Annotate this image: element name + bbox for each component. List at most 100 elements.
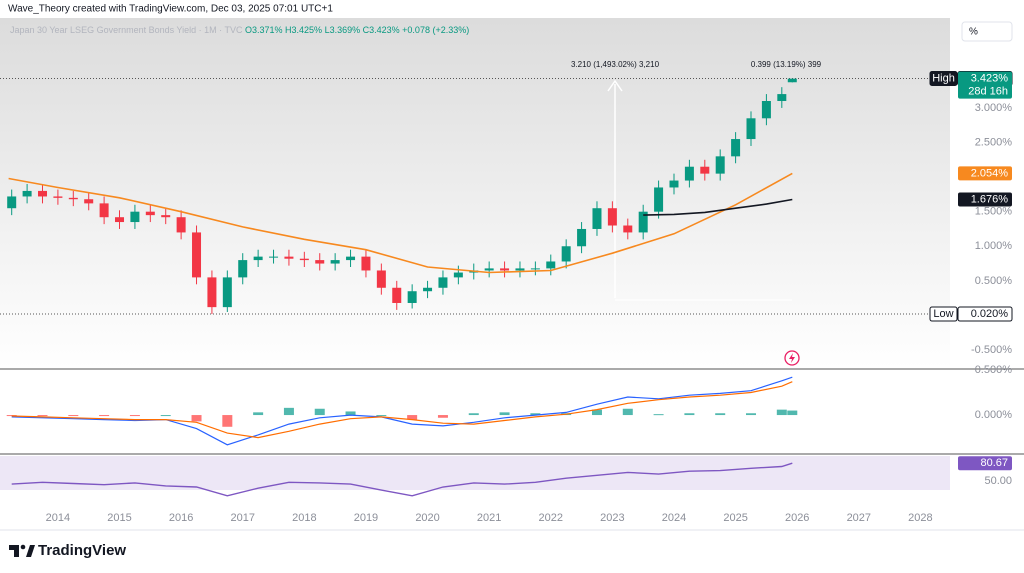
y-tick-label: 50.00 (984, 475, 1012, 487)
candle-body (515, 268, 525, 271)
candle-body (84, 199, 94, 204)
logo-shape (26, 545, 35, 557)
level-tag-box (929, 71, 958, 87)
candle-body (654, 187, 664, 212)
measure-label: 0.399 (13.19%) 399 (751, 60, 822, 69)
candle-body (299, 258, 309, 261)
histogram-bar (345, 411, 356, 416)
candle-body (376, 270, 386, 288)
histogram-bar (407, 415, 418, 420)
candle-body (161, 215, 171, 218)
candle-body (592, 208, 602, 229)
histogram-bar (376, 415, 387, 417)
moving-average (8, 172, 793, 274)
histogram-bar (129, 415, 140, 417)
candle-body (253, 256, 263, 261)
ohlc: L3.369% (325, 25, 361, 35)
scale-button-label[interactable]: % (969, 27, 978, 38)
candle-body (787, 78, 797, 83)
histogram-bar (591, 409, 602, 416)
candle-body (222, 277, 232, 308)
change: +0.078 (+2.33%) (402, 25, 469, 35)
x-tick-label: 2016 (169, 512, 193, 524)
candle-body (115, 217, 125, 223)
price-label: 2.054% (971, 167, 1009, 179)
candle-body (284, 256, 294, 259)
histogram-bar (37, 415, 48, 417)
event-icon-bolt (789, 353, 795, 363)
legend: Japan 30 Year LSEG Government Bonds Yiel… (10, 25, 469, 35)
level-tag-box (929, 306, 958, 322)
candle-body (669, 180, 679, 188)
last-price: 3.423% (971, 73, 1009, 85)
candle-body (777, 94, 787, 102)
histogram-bar (6, 415, 17, 417)
candle-body (330, 260, 340, 264)
candle-body (130, 211, 140, 223)
candle-body (99, 203, 109, 218)
x-tick-label: 2028 (908, 512, 932, 524)
candle-body (700, 166, 710, 174)
x-tick-label: 2015 (107, 512, 131, 524)
histogram-bar (314, 408, 325, 416)
x-tick-label: 2024 (662, 512, 686, 524)
histogram-bar (68, 415, 79, 417)
candle-body (423, 287, 433, 292)
price-label: 1.676% (971, 193, 1009, 205)
x-tick-label: 2027 (847, 512, 871, 524)
y-tick-label: 0.500% (975, 364, 1013, 376)
candle-body (731, 139, 741, 157)
candle-body (746, 118, 756, 140)
candle-body (7, 196, 17, 209)
macd-line (11, 381, 793, 439)
candle-body (346, 256, 356, 261)
candle-body (192, 232, 202, 278)
candle-body (453, 272, 463, 278)
countdown: 28d 16h (968, 86, 1008, 98)
histogram-bar (530, 413, 541, 416)
histogram-bar (499, 412, 510, 416)
y-tick-label: 3.000% (975, 102, 1013, 114)
scale-button[interactable] (961, 21, 1013, 42)
y-tick-label: 1.000% (975, 240, 1013, 252)
histogram-bar (253, 412, 264, 416)
candle-body (407, 291, 417, 303)
y-tick-label: 0.000% (975, 409, 1013, 421)
candle-body (145, 211, 155, 216)
histogram-bar (468, 413, 479, 416)
price-label: 80.67 (980, 457, 1008, 469)
candle-body (577, 228, 587, 247)
candle-body (715, 156, 725, 174)
candle-body (500, 268, 510, 271)
x-tick-label: 2022 (539, 512, 563, 524)
y-tick-label: 0.500% (975, 275, 1013, 287)
candle-body (207, 277, 217, 308)
candle-body (484, 268, 494, 271)
ohlc: C3.423% (363, 25, 400, 35)
candle-body (238, 260, 248, 278)
candle-body (361, 256, 371, 271)
brand: TradingView (38, 542, 126, 559)
histogram-bar (622, 408, 633, 416)
y-tick-label: -0.500% (971, 344, 1012, 356)
histogram-bar (684, 413, 695, 416)
price-label: 0.020% (971, 308, 1009, 320)
histogram-bar (787, 410, 798, 416)
histogram-bar (99, 415, 110, 417)
measure-arrowhead (607, 79, 623, 92)
candle-body (392, 287, 402, 303)
candle-body (269, 256, 279, 258)
candle-body (38, 190, 48, 197)
histogram-bar (746, 413, 757, 416)
last-price-box (958, 71, 1012, 99)
credit: Wave_Theory created with TradingView.com… (8, 4, 333, 15)
logo-shape (20, 544, 26, 550)
candle-body (438, 277, 448, 288)
candle-body (22, 190, 32, 197)
moving-average (643, 198, 793, 216)
x-tick-label: 2020 (415, 512, 439, 524)
price-label-box (958, 456, 1012, 471)
candle-body (546, 261, 556, 269)
price-label-box (958, 166, 1012, 181)
x-tick-label: 2017 (230, 512, 254, 524)
